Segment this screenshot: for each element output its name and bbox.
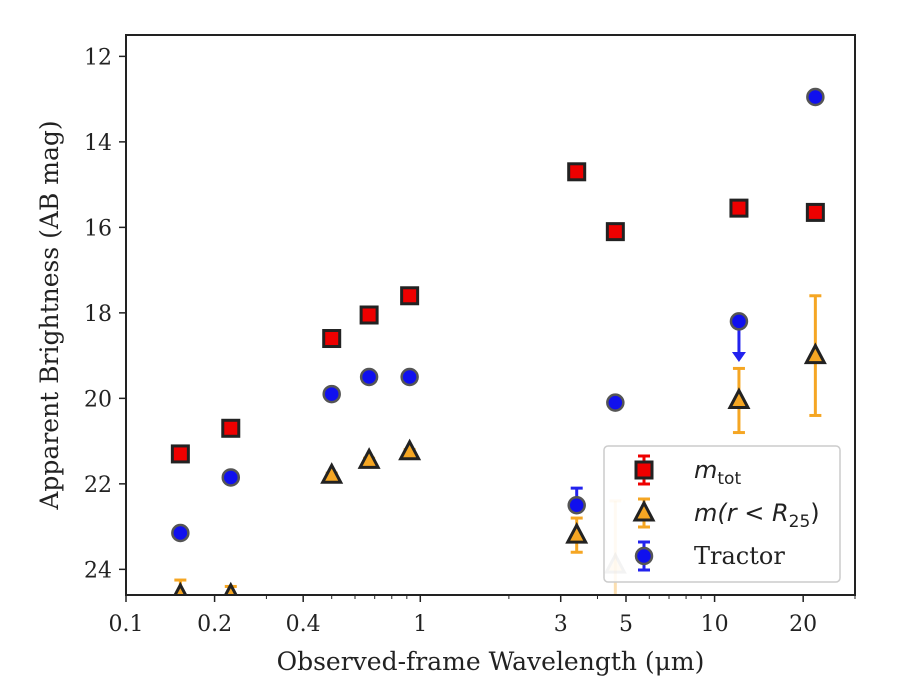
legend-label: mtot	[694, 456, 741, 489]
x-tick-label: 0.4	[286, 612, 321, 637]
triangle-marker	[803, 342, 827, 365]
square-marker	[400, 286, 420, 306]
x-tick-label: 20	[789, 612, 817, 637]
square-marker	[729, 198, 749, 218]
x-tick-label: 1	[413, 612, 427, 637]
triangle-marker	[727, 387, 751, 409]
legend-item: m(r < R25)	[632, 497, 820, 532]
triangle-marker	[223, 581, 238, 595]
legend-item: Tractor	[634, 540, 785, 572]
circle-marker	[606, 393, 625, 412]
y-tick-label: 16	[84, 216, 112, 241]
x-axis-title: Observed-frame Wavelength (μm)	[277, 647, 705, 676]
square-marker	[221, 418, 241, 438]
x-tick-label: 5	[619, 612, 633, 637]
triangle-marker	[632, 499, 656, 522]
legend-item: mtot	[634, 454, 741, 489]
triangle-marker	[173, 581, 188, 595]
upper-limit-arrow	[731, 352, 746, 363]
legend-box	[603, 445, 841, 583]
circle-marker	[322, 384, 341, 404]
y-tick-label: 14	[84, 131, 112, 156]
square-marker	[359, 305, 379, 325]
square-marker	[605, 222, 625, 242]
circle-marker	[359, 367, 379, 387]
legend: mtot m(r < R25) Tractor	[603, 445, 841, 583]
y-tick-label: 12	[84, 45, 112, 70]
square-marker	[322, 329, 342, 349]
y-tick-label: 18	[84, 302, 112, 327]
y-tick-label: 20	[84, 387, 112, 412]
square-marker	[170, 444, 190, 464]
circle-marker	[567, 495, 586, 515]
y-axis: 12 14 16 18 20 22 24	[84, 45, 126, 583]
circle-marker	[634, 546, 654, 566]
y-axis-title: Apparent Brightness (AB mag)	[35, 120, 64, 510]
triangle-marker	[320, 462, 344, 484]
square-marker	[805, 202, 825, 222]
circle-marker	[221, 468, 241, 487]
square-marker	[567, 162, 587, 182]
triangle-marker	[357, 447, 381, 469]
x-axis: 0.1 0.2 0.4 1 3 5 10 20	[109, 595, 856, 637]
square-marker	[634, 460, 654, 480]
circle-marker	[806, 87, 825, 107]
legend-label: Tractor	[694, 542, 785, 570]
series-Tractor	[171, 87, 825, 543]
y-tick-label: 22	[84, 473, 112, 498]
x-tick-label: 3	[554, 612, 568, 637]
circle-marker	[729, 312, 749, 331]
circle-marker	[171, 523, 190, 543]
x-tick-label: 0.2	[197, 612, 232, 637]
triangle-marker	[565, 521, 589, 544]
legend-label: m(r < R25)	[694, 499, 820, 532]
circle-marker	[400, 367, 419, 387]
plot-content	[170, 87, 827, 595]
series-m_tot	[170, 162, 825, 464]
x-tick-label: 0.1	[109, 612, 144, 637]
plot-frame	[125, 34, 856, 596]
triangle-marker	[398, 438, 422, 461]
y-tick-label: 24	[84, 558, 112, 583]
x-tick-label: 10	[701, 612, 729, 637]
